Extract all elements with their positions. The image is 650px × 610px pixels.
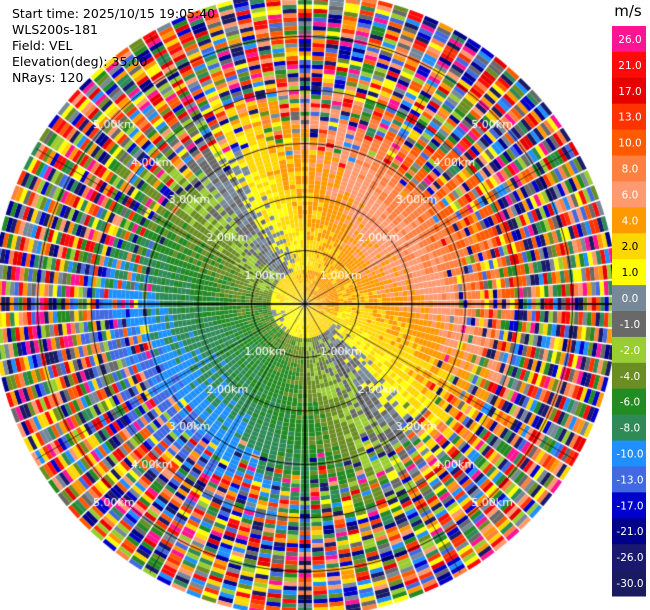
colorbar-bin bbox=[612, 544, 646, 571]
colorbar-bin bbox=[612, 311, 646, 338]
colorbar-tick-label: 6.0 bbox=[622, 189, 639, 201]
colorbar-tick-label: -4.0 bbox=[620, 371, 641, 383]
colorbar-tick-label: -13.0 bbox=[616, 474, 643, 486]
colorbar-bin bbox=[612, 570, 646, 597]
instrument-label: WLS200s-181 bbox=[12, 22, 98, 37]
colorbar-tick-label: -30.0 bbox=[616, 578, 643, 590]
colorbar-bin bbox=[612, 414, 646, 442]
colorbar-bin bbox=[612, 233, 646, 260]
colorbar-bin bbox=[612, 518, 646, 545]
colorbar-bin bbox=[612, 466, 646, 493]
colorbar-bin bbox=[612, 362, 646, 390]
colorbar-bin bbox=[612, 51, 646, 79]
field-label: Field: VEL bbox=[12, 38, 73, 53]
colorbar-bin bbox=[612, 155, 646, 182]
colorbar-tick-label: -26.0 bbox=[616, 552, 643, 564]
colorbar-bin bbox=[612, 181, 646, 208]
colorbar-bin bbox=[612, 129, 646, 157]
colorbar-tick-label: 26.0 bbox=[618, 34, 641, 46]
colorbar-tick-label: -6.0 bbox=[620, 397, 641, 409]
colorbar-bin bbox=[612, 207, 646, 234]
colorbar-tick-label: 8.0 bbox=[622, 164, 639, 176]
colorbar-tick-label: -1.0 bbox=[620, 319, 641, 331]
colorbar-bin bbox=[612, 77, 646, 105]
colorbar-bin bbox=[612, 440, 646, 467]
colorbar-bin bbox=[612, 285, 646, 312]
colorbar-tick-label: 21.0 bbox=[618, 60, 641, 72]
nrays-label: NRays: 120 bbox=[12, 70, 84, 85]
colorbar-tick-label: 17.0 bbox=[618, 86, 641, 98]
colorbar-tick-label: 4.0 bbox=[622, 215, 639, 227]
colorbar-bin bbox=[612, 388, 646, 416]
colorbar-tick-label: -10.0 bbox=[616, 449, 643, 461]
colorbar-bin bbox=[612, 336, 646, 364]
colorbar-tick-label: -8.0 bbox=[620, 423, 641, 435]
colorbar-bin bbox=[612, 26, 646, 53]
elevation-label: Elevation(deg): 35.00 bbox=[12, 54, 148, 69]
colorbar-tick-label: -21.0 bbox=[616, 526, 643, 538]
colorbar-bin bbox=[612, 103, 646, 131]
colorbar-unit-label: m/s bbox=[614, 2, 642, 20]
colorbar-tick-label: 10.0 bbox=[618, 138, 641, 150]
colorbar-bin bbox=[612, 259, 646, 286]
colorbar-tick-label: 2.0 bbox=[622, 241, 639, 253]
colorbar-tick-label: -2.0 bbox=[620, 345, 641, 357]
colorbar-tick-label: 1.0 bbox=[622, 267, 639, 279]
colorbar-tick-label: 0.0 bbox=[622, 293, 639, 305]
colorbar-tick-label: 13.0 bbox=[618, 112, 641, 124]
colorbar-bin bbox=[612, 492, 646, 519]
start-time-label: Start time: 2025/10/15 19:05:40 bbox=[12, 6, 216, 21]
colorbar-tick-label: -17.0 bbox=[616, 500, 643, 512]
